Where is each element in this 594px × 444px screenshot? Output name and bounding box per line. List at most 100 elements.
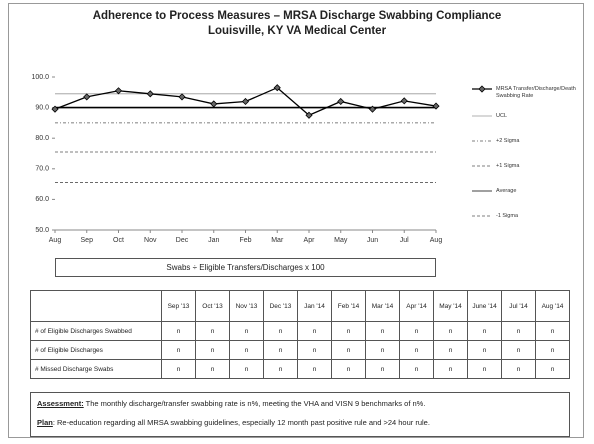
table-row: # of Eligible Discharges n n n n n n n n n n n n: [30, 340, 570, 360]
table-cell: n: [195, 321, 230, 341]
point: [305, 111, 313, 119]
x-tick-label: Aug: [49, 237, 62, 244]
y-tick-label: 70.0: [35, 166, 49, 173]
point: [178, 93, 186, 101]
y-tick-label: 80.0: [35, 135, 49, 142]
table-cell: n: [331, 359, 366, 379]
header-cell: Nov '13: [229, 290, 264, 322]
x-tick-label: Apr: [304, 237, 316, 244]
table-cell: n: [467, 340, 502, 360]
x-tick-label: Nov: [144, 237, 157, 244]
table-cell: # of Eligible Discharges: [30, 340, 162, 360]
table-cell: n: [297, 321, 332, 341]
point: [273, 84, 281, 92]
x-tick-label: Mar: [271, 237, 284, 244]
table-cell: n: [297, 340, 332, 360]
point: [146, 90, 154, 98]
header-cell: May '14: [433, 290, 468, 322]
table-cell: n: [433, 321, 468, 341]
assessment-text: The monthly discharge/transfer swabbing …: [83, 399, 426, 408]
table-cell: n: [229, 340, 264, 360]
table-cell: n: [467, 321, 502, 341]
legend-label: Average: [496, 188, 517, 194]
legend-label: +1 Sigma: [496, 163, 520, 169]
table-cell: n: [535, 321, 570, 341]
header-cell: June '14: [467, 290, 502, 322]
table: Sep '13 Oct '13 Nov '13 Dec '13 Jan '14 Feb '…: [30, 290, 570, 379]
table-cell: n: [263, 359, 298, 379]
assessment-label: Assessment:: [37, 399, 84, 408]
subtitle: Louisville, KY VA Medical Center: [207, 25, 387, 37]
point: [83, 93, 91, 101]
assessment: Assessment: The monthly discharge/transf…: [37, 399, 563, 408]
table-cell: n: [467, 359, 502, 379]
table-cell: n: [433, 359, 468, 379]
table-cell: n: [195, 340, 230, 360]
header-cell: Aug '14: [535, 290, 570, 322]
plan-text: : Re-education regarding all MRSA swabbi…: [52, 418, 430, 427]
y-tick-label: 90.0: [35, 104, 49, 111]
table-cell: # of Eligible Discharges Swabbed: [30, 321, 162, 341]
table-cell: n: [399, 359, 434, 379]
table-cell: n: [229, 321, 264, 341]
point: [241, 97, 250, 106]
header-cell: Apr '14: [399, 290, 434, 322]
plan-label: Plan: [37, 418, 53, 427]
table-cell: n: [501, 359, 536, 379]
table-cell: n: [535, 359, 570, 379]
table-cell: n: [501, 340, 536, 360]
point: [210, 100, 218, 108]
header-cell: Sep '13: [161, 290, 196, 322]
table-cell: n: [365, 359, 400, 379]
y-tick-label: 50.0: [35, 227, 49, 234]
header-cell: [30, 290, 162, 322]
table-cell: n: [535, 340, 570, 360]
x-tick-label: Aug: [430, 237, 443, 244]
x-tick-label: Jan: [208, 237, 219, 244]
table-cell: n: [399, 321, 434, 341]
point: [432, 102, 440, 110]
header-cell: Oct '13: [195, 290, 230, 322]
y-tick-label: 60.0: [35, 196, 49, 203]
legend-label: UCL: [496, 113, 508, 119]
header-cell: Dec '13: [263, 290, 298, 322]
table-cell: n: [331, 340, 366, 360]
assessment-box: Assessment: The monthly discharge/transf…: [30, 392, 570, 437]
header-row: Sep '13 Oct '13 Nov '13 Dec '13 Jan '14 Feb '…: [30, 290, 570, 322]
table-cell: n: [365, 321, 400, 341]
table-cell: n: [195, 359, 230, 379]
table-cell: n: [161, 340, 196, 360]
table-row: # of Eligible Discharges Swabbed n n n n n n n n…: [30, 321, 570, 341]
table-row: # Missed Discharge Swabs n n n n n n n n n n n n: [30, 359, 570, 379]
header-cell: Jan '14: [297, 290, 332, 322]
legend-label: +2 Sigma: [496, 138, 520, 144]
table-cell: n: [161, 359, 196, 379]
table-cell: n: [263, 340, 298, 360]
x-tick-label: Dec: [176, 237, 189, 244]
point: [51, 105, 59, 113]
x-tick-label: Jul: [400, 237, 409, 244]
table-cell: n: [331, 321, 366, 341]
legend-swatches: [472, 85, 492, 217]
title: Adherence to Process Measures – MRSA Dis…: [92, 10, 502, 22]
point: [114, 87, 123, 95]
table-cell: n: [263, 321, 298, 341]
legend-label: -1 Sigma: [496, 213, 519, 219]
table-cell: n: [501, 321, 536, 341]
legend-marker: [478, 85, 486, 93]
table-cell: # Missed Discharge Swabs: [30, 359, 162, 379]
table-cell: n: [161, 321, 196, 341]
x-tick-label: Feb: [239, 237, 251, 244]
point: [337, 97, 345, 106]
x-tick-label: Sep: [81, 237, 94, 244]
table-cell: n: [229, 359, 264, 379]
point: [368, 105, 377, 113]
table-cell: n: [297, 359, 332, 379]
legend-label: MRSA Transfer/Discharge/Death Swabbing R…: [496, 86, 576, 99]
slide: [8, 3, 584, 438]
formula: Swabs ÷ Eligible Transfers/Discharges x …: [55, 258, 436, 277]
header-cell: Mar '14: [365, 290, 400, 322]
table-cell: n: [365, 340, 400, 360]
